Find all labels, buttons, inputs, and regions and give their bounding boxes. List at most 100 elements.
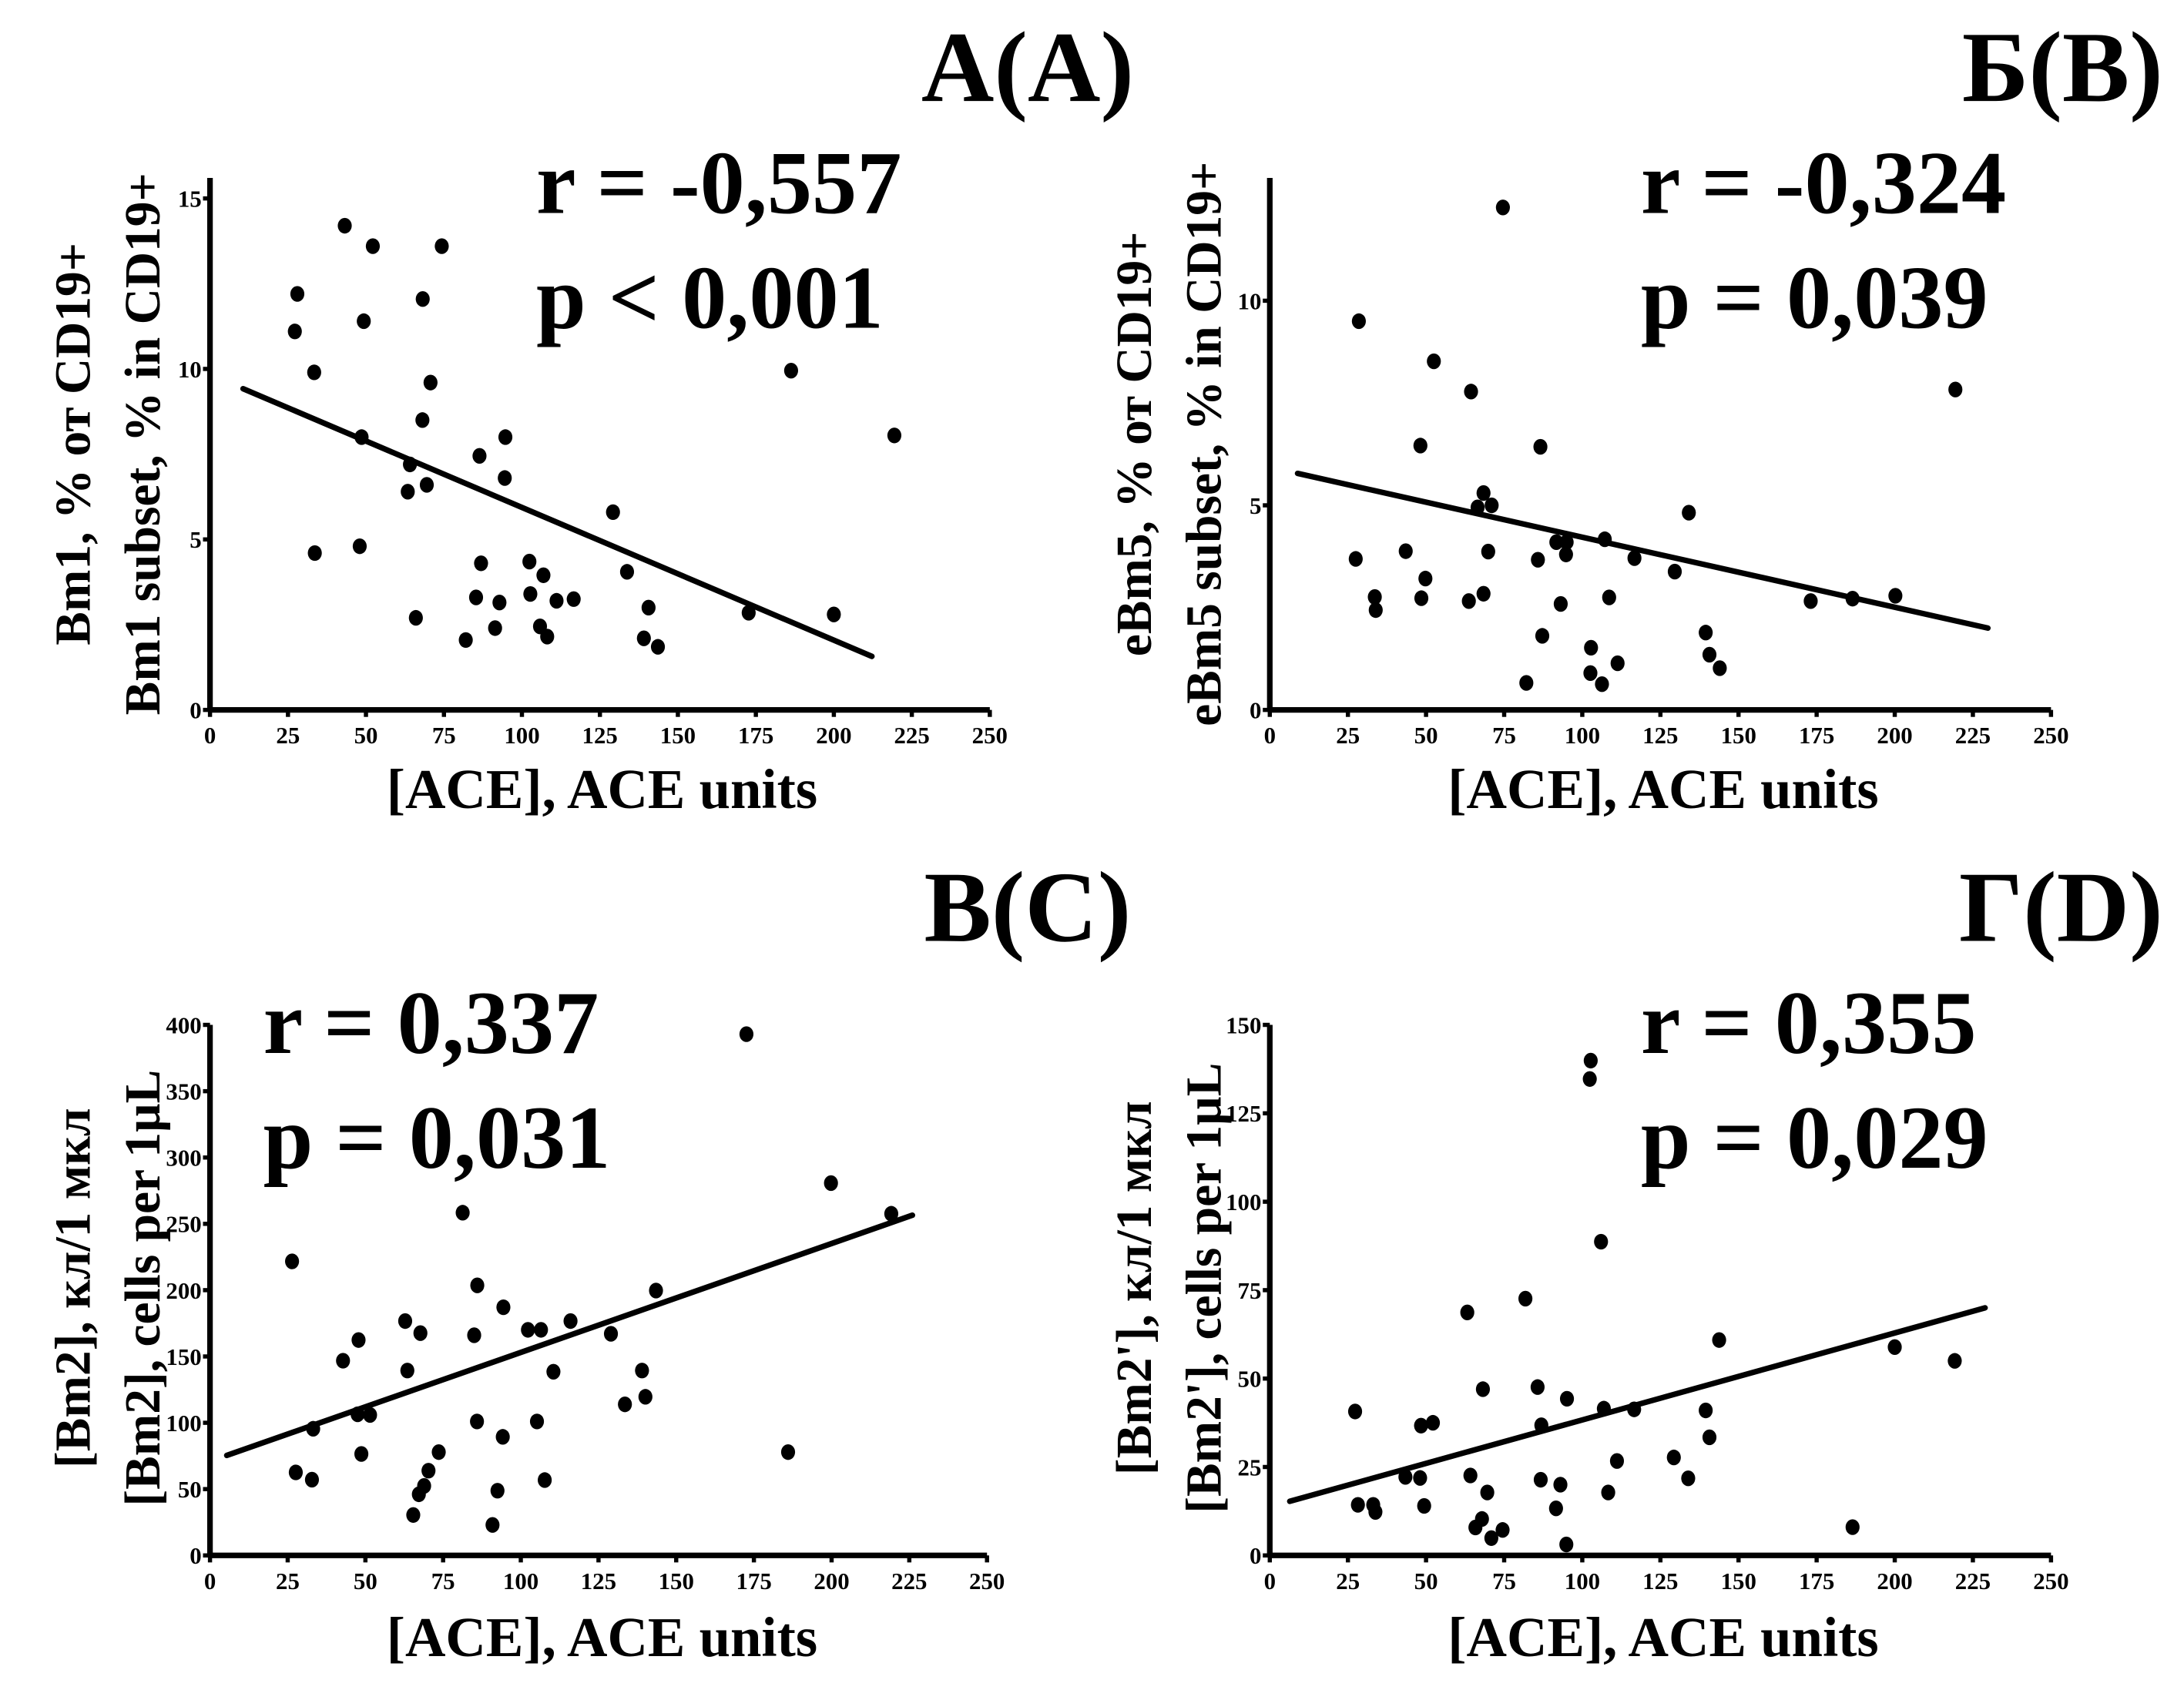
data-point (1667, 563, 1682, 580)
data-point (1464, 384, 1478, 400)
y-tick-label: 100 (166, 1410, 201, 1437)
data-point (540, 629, 555, 645)
data-point (1609, 1453, 1625, 1469)
data-point (1519, 675, 1534, 691)
data-point (472, 448, 487, 464)
data-point (398, 1313, 413, 1330)
data-point (434, 238, 449, 254)
data-point (285, 1253, 300, 1269)
data-point (638, 1389, 653, 1405)
data-point (496, 1299, 511, 1316)
data-point (492, 595, 507, 611)
data-point (1610, 655, 1625, 672)
data-point (1481, 543, 1495, 560)
data-point (1425, 1414, 1441, 1431)
x-tick-label: 50 (354, 1568, 377, 1594)
x-tick-label: 225 (1955, 1568, 1991, 1594)
data-point (1468, 1519, 1483, 1536)
data-point (522, 553, 537, 570)
x-tick-label: 125 (581, 1568, 616, 1594)
data-point (1414, 1417, 1428, 1433)
x-tick-label: 225 (891, 1568, 927, 1594)
x-tick-label: 100 (503, 1568, 538, 1594)
data-point (357, 313, 371, 330)
x-tick-label: 150 (1721, 1568, 1756, 1594)
y-tick-label: 75 (1238, 1277, 1262, 1304)
data-point (307, 545, 322, 562)
data-point (290, 286, 305, 302)
x-tick-label: 25 (276, 1568, 300, 1594)
data-point (1702, 646, 1717, 663)
data-point (1348, 551, 1363, 567)
data-point (1398, 1469, 1413, 1485)
data-point (1583, 1052, 1598, 1069)
stat-p: p = 0,029 (1641, 1088, 1988, 1188)
x-tick-label: 175 (1799, 722, 1834, 749)
data-point (536, 567, 551, 583)
data-point (413, 1325, 428, 1341)
data-point (1480, 1484, 1495, 1501)
data-point (884, 1205, 899, 1222)
y-axis-label-en: eBm5 subset, % in CD19+ (1177, 162, 1233, 726)
panel-d: Г(D) r = 0,355 p = 0,029 0 25 50 75 100 125 150 17… (1107, 851, 2163, 1668)
x-tick-label: 75 (1492, 722, 1516, 749)
data-point (1535, 628, 1550, 644)
data-point (1553, 595, 1568, 612)
x-tick-label: 175 (1799, 1568, 1834, 1594)
data-point (498, 429, 513, 445)
data-point (523, 585, 538, 602)
data-point (1887, 1339, 1902, 1356)
y-tick-label: 125 (1226, 1100, 1261, 1127)
x-tick-label: 175 (738, 722, 773, 749)
data-point (307, 364, 321, 381)
data-point (1602, 589, 1616, 605)
data-point (304, 1471, 320, 1488)
data-point (1601, 1484, 1615, 1501)
data-point (406, 1507, 421, 1523)
data-point (1596, 1400, 1611, 1417)
data-point (352, 538, 367, 555)
data-point (1947, 1353, 1962, 1369)
panel-label: А(A) (921, 12, 1134, 123)
data-point (1495, 200, 1510, 216)
data-point (498, 470, 512, 486)
data-point (1463, 1467, 1478, 1484)
y-tick-label: 25 (1238, 1454, 1262, 1480)
x-tick-label: 125 (1642, 722, 1678, 749)
data-point (474, 555, 488, 572)
y-tick-label: 0 (1250, 697, 1261, 724)
data-point (563, 1313, 578, 1330)
y-tick-label: 10 (1238, 287, 1262, 314)
data-point (1803, 593, 1818, 609)
panel-c: В(C) r = 0,337 p = 0,031 0 25 50 75 100 125 150 17… (45, 851, 1131, 1668)
data-point (1414, 590, 1429, 606)
y-axis-label-en: [Bm2'], cells per 1µL (1177, 1063, 1233, 1514)
panel-label: В(C) (924, 851, 1132, 963)
data-point (603, 1326, 619, 1342)
data-point (1699, 625, 1713, 641)
data-point (887, 428, 902, 444)
y-tick-label: 50 (1238, 1366, 1262, 1393)
data-point (1470, 499, 1485, 515)
data-point (1595, 676, 1609, 692)
data-point (546, 1363, 561, 1380)
y-tick-label: 250 (166, 1211, 201, 1238)
data-point (1558, 546, 1573, 562)
data-point (1548, 1501, 1563, 1517)
data-point (1712, 1332, 1726, 1348)
data-point (1518, 1290, 1533, 1307)
x-tick-label: 225 (894, 722, 929, 749)
y-axis-label-ru: eBm5, % от CD19+ (1107, 231, 1162, 656)
data-point (415, 412, 430, 428)
y-tick-label: 300 (166, 1145, 201, 1172)
data-point (641, 599, 656, 616)
data-point (1413, 1470, 1427, 1486)
data-point (1559, 1536, 1574, 1553)
data-point (1460, 1304, 1474, 1321)
data-point (827, 606, 841, 622)
data-point (1582, 1071, 1597, 1087)
data-point (1461, 593, 1476, 609)
data-point (1549, 534, 1564, 551)
